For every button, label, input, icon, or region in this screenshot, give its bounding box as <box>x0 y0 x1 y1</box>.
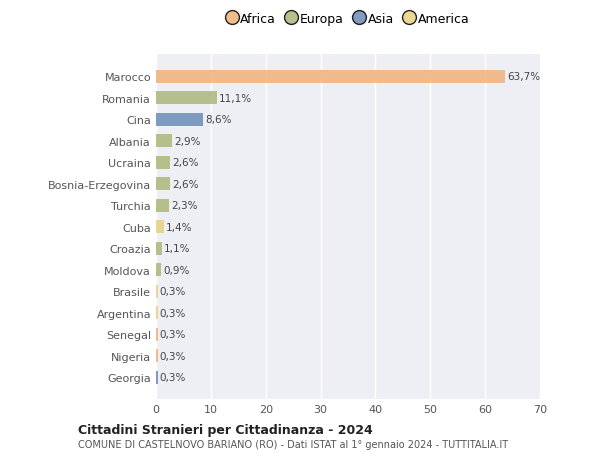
Text: 1,1%: 1,1% <box>164 244 191 254</box>
Text: COMUNE DI CASTELNOVO BARIANO (RO) - Dati ISTAT al 1° gennaio 2024 - TUTTITALIA.I: COMUNE DI CASTELNOVO BARIANO (RO) - Dati… <box>78 440 508 449</box>
Text: 63,7%: 63,7% <box>508 72 541 82</box>
Text: 0,3%: 0,3% <box>160 372 186 382</box>
Text: 2,6%: 2,6% <box>172 179 199 189</box>
Bar <box>156 157 170 169</box>
Text: 0,3%: 0,3% <box>160 351 186 361</box>
Text: Cittadini Stranieri per Cittadinanza - 2024: Cittadini Stranieri per Cittadinanza - 2… <box>78 423 373 436</box>
Text: 8,6%: 8,6% <box>205 115 232 125</box>
Bar <box>156 328 158 341</box>
Text: 1,4%: 1,4% <box>166 222 193 232</box>
Bar <box>156 263 161 276</box>
Bar <box>156 135 172 148</box>
Legend: Africa, Europa, Asia, America: Africa, Europa, Asia, America <box>227 13 469 26</box>
Bar <box>156 113 203 127</box>
Bar <box>156 242 162 255</box>
Text: 2,6%: 2,6% <box>172 158 199 168</box>
Bar <box>156 307 158 319</box>
Text: 2,9%: 2,9% <box>174 136 200 146</box>
Text: 0,3%: 0,3% <box>160 308 186 318</box>
Bar <box>156 349 158 362</box>
Bar <box>156 71 505 84</box>
Bar <box>156 221 164 234</box>
Text: 0,9%: 0,9% <box>163 265 190 275</box>
Text: 11,1%: 11,1% <box>219 94 252 104</box>
Text: 0,3%: 0,3% <box>160 330 186 339</box>
Text: 2,3%: 2,3% <box>171 201 197 211</box>
Bar <box>156 371 158 384</box>
Bar <box>156 285 158 298</box>
Bar <box>156 199 169 212</box>
Bar <box>156 178 170 191</box>
Bar <box>156 92 217 105</box>
Text: 0,3%: 0,3% <box>160 286 186 297</box>
